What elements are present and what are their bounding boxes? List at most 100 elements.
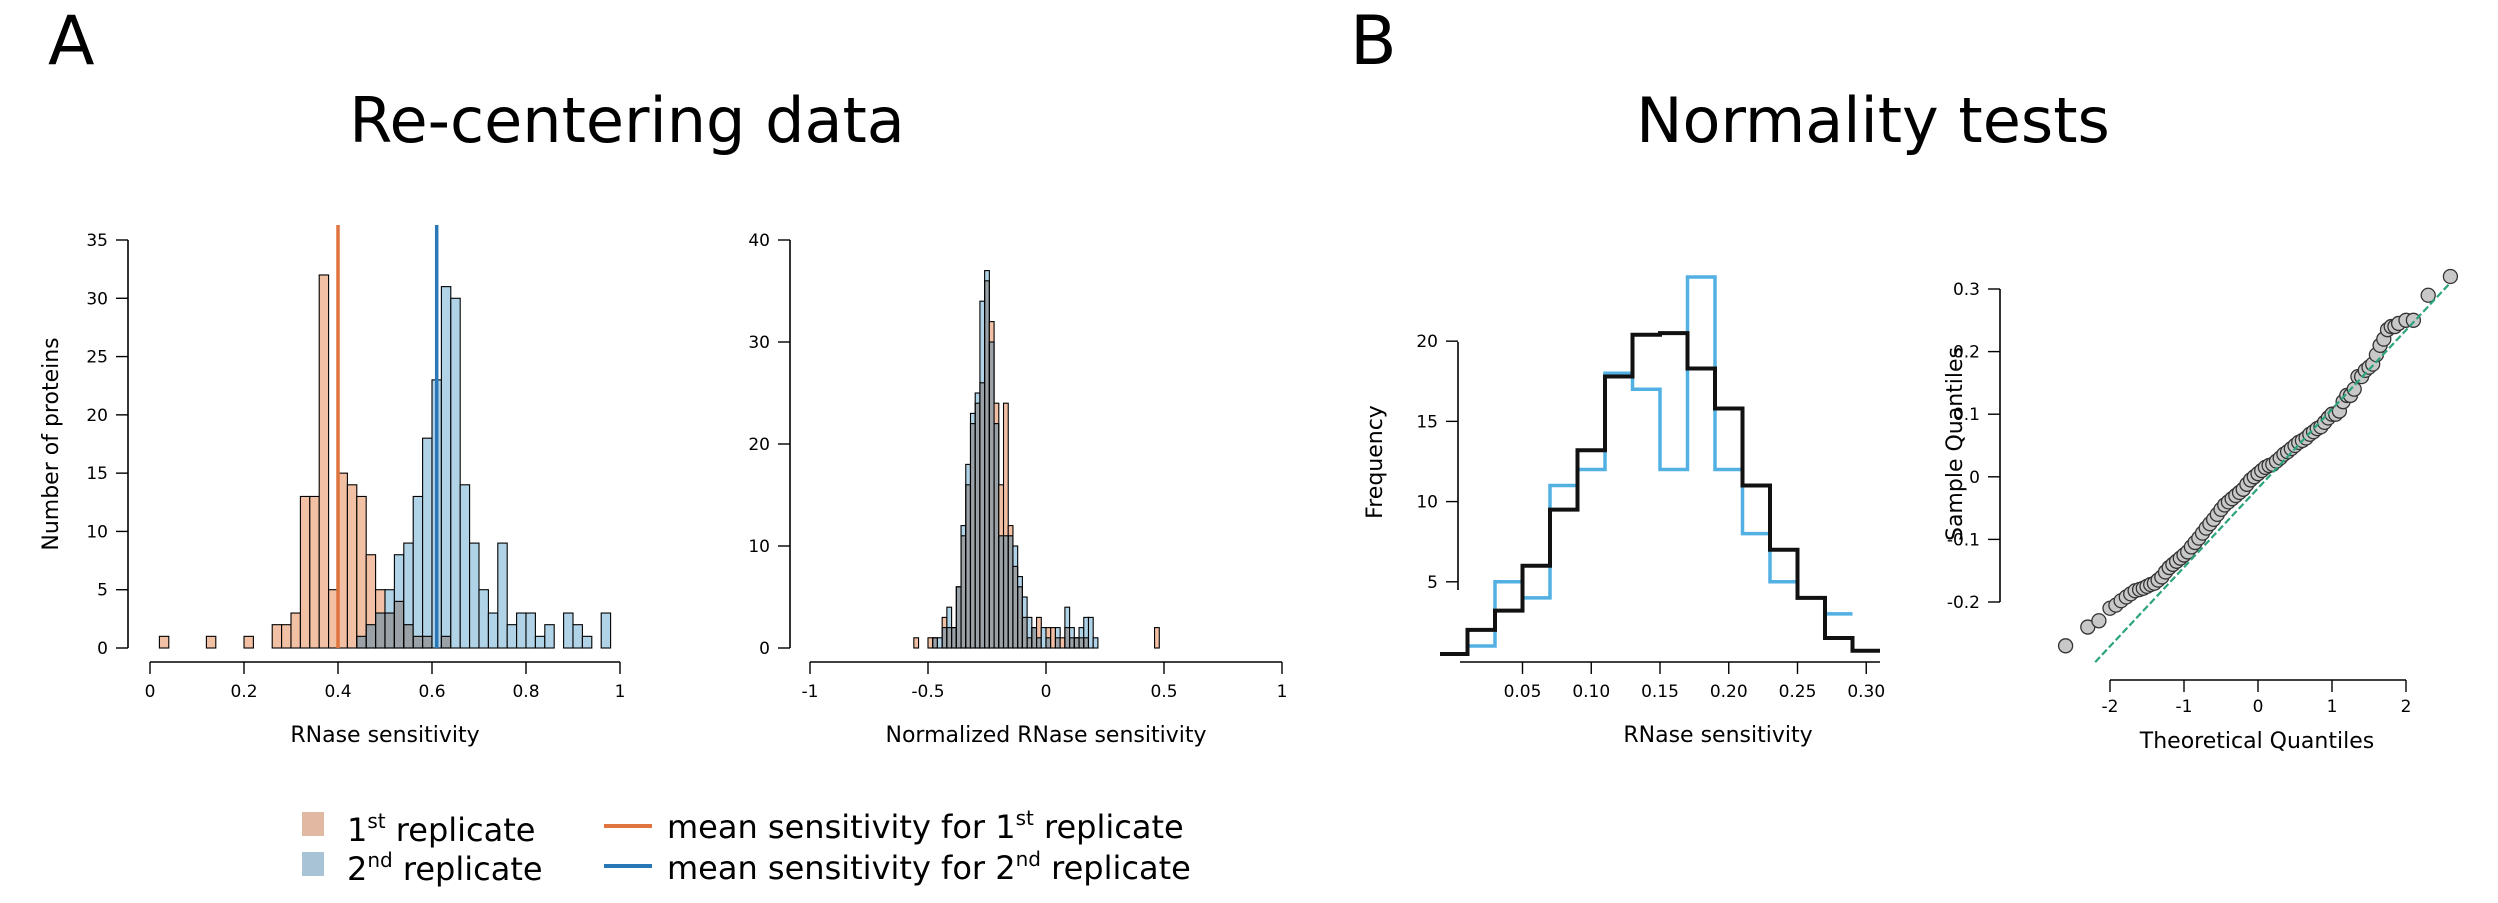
bar-1st-replicate [998,484,1004,536]
bar-2nd-replicate [413,496,423,637]
bar-outline-2nd-replicate [450,297,461,649]
bar-2nd-replicate [1093,637,1098,648]
bar-outline-1st-replicate [1154,627,1160,649]
bar-2nd-replicate [984,270,990,281]
bar-2nd-replicate [961,525,966,536]
bar-overlap [1069,637,1075,648]
x-tick-label: 0 [2253,697,2264,717]
bar-outline-1st-replicate [318,274,330,649]
bar-2nd-replicate [975,393,980,404]
bar-2nd-replicate [488,613,498,648]
bar-overlap [961,535,966,648]
bar-outline-1st-replicate [243,635,254,649]
y-tick-label: 5 [97,581,108,601]
bar-2nd-replicate [1017,576,1023,587]
bar-1st-replicate [1046,627,1051,638]
step-series-black [1440,331,1880,656]
section-title-recentering: Re-centering data [349,84,905,157]
bar-2nd-replicate [937,637,943,648]
bar-1st-replicate [366,554,376,625]
bar-1st-replicate [942,617,947,628]
bar-2nd-replicate [1041,627,1046,648]
bar-2nd-replicate [970,413,976,424]
bar-outline-1st-replicate [205,635,217,649]
bar-1st-replicate [300,496,310,648]
x-tick-label: 1 [615,682,626,702]
y-tick-label: 15 [86,464,108,484]
chart-qq-plot: -2 -1 0 1 2 -0.2 -0.1 0 0.1 0.2 0.3 Theoretical Qua… [1943,268,2459,754]
bar-overlap [965,484,971,648]
y-tick-label: 10 [748,537,770,557]
bar-overlap [422,636,432,648]
y-tick-label: 20 [748,435,770,455]
y-tick-label: 0 [1969,468,1980,488]
x-tick-label: 0.10 [1572,682,1610,702]
bar-outline-2nd-replicate [581,635,593,649]
y-tick-label: 30 [86,289,108,309]
bar-2nd-replicate [535,636,545,648]
y-axis-label: Sample Quantiles [1943,347,1968,541]
bar-overlap [1008,535,1013,648]
x-tick-label: 0.20 [1710,682,1748,702]
x-axis-label: RNase sensitivity [1623,723,1812,748]
bar-overlap [989,342,995,648]
y-tick-label: 20 [86,406,108,426]
x-axis-label: RNase sensitivity [290,723,479,748]
panel-letter-a: A [48,2,95,81]
bar-overlap [375,613,385,648]
x-tick-label: 2 [2401,697,2412,717]
legend-swatch-2nd-replicate [302,852,324,876]
y-tick-label: 30 [748,333,770,353]
x-tick-label: 0.5 [1150,682,1177,702]
bar-1st-replicate [338,473,348,648]
bar-1st-replicate [1036,617,1042,638]
bar-2nd-replicate [1088,617,1094,648]
bar-overlap [1046,637,1051,648]
y-tick-label: 0.1 [1953,405,1980,425]
bar-2nd-replicate [1055,627,1061,638]
bar-overlap [956,586,962,648]
x-tick-label: -1 [802,682,819,702]
y-tick-label: 10 [86,522,108,542]
y-tick-label: 0.2 [1953,343,1980,363]
legend-label-1st-replicate: 1st replicate [347,809,535,849]
bar-1st-replicate [328,589,338,648]
bar-1st-replicate [309,496,320,648]
bar-overlap [1064,627,1070,648]
bar-overlap [998,535,1004,648]
bar-1st-replicate [159,636,169,648]
qq-point [2405,312,2422,328]
y-tick-label: 5 [1427,573,1438,593]
x-tick-label: -1 [2176,697,2193,717]
qq-point [2057,638,2074,654]
y-tick-label: 35 [86,231,108,251]
bar-2nd-replicate [422,438,432,637]
bar-outline-2nd-replicate [1092,637,1099,649]
bar-2nd-replicate [441,286,451,637]
bar-2nd-replicate [394,554,404,602]
bar-overlap [970,423,976,648]
legend-label-mean-2nd: mean sensitivity for 2nd replicate [667,847,1191,887]
bar-1st-replicate [928,637,933,648]
bar-2nd-replicate [582,636,592,648]
x-tick-label: 1 [2327,697,2338,717]
bar-overlap [1027,637,1032,648]
bar-2nd-replicate [403,543,414,625]
x-axis-label: Normalized RNase sensitivity [886,723,1207,748]
bar-2nd-replicate [1012,546,1018,567]
bar-2nd-replicate [469,543,479,648]
bar-overlap [994,423,999,648]
bar-2nd-replicate [1083,617,1089,638]
qq-reference-line [2094,281,2452,663]
bar-overlap [441,636,451,648]
bar-overlap [975,403,980,648]
bar-overlap [366,624,376,648]
bar-overlap [942,627,947,648]
y-tick-label: 0 [97,639,108,659]
bar-outline-2nd-replicate [544,624,555,649]
y-tick-label: 15 [1416,412,1438,432]
bar-outline-2nd-replicate [497,542,508,649]
x-tick-label: 0.6 [418,682,445,702]
